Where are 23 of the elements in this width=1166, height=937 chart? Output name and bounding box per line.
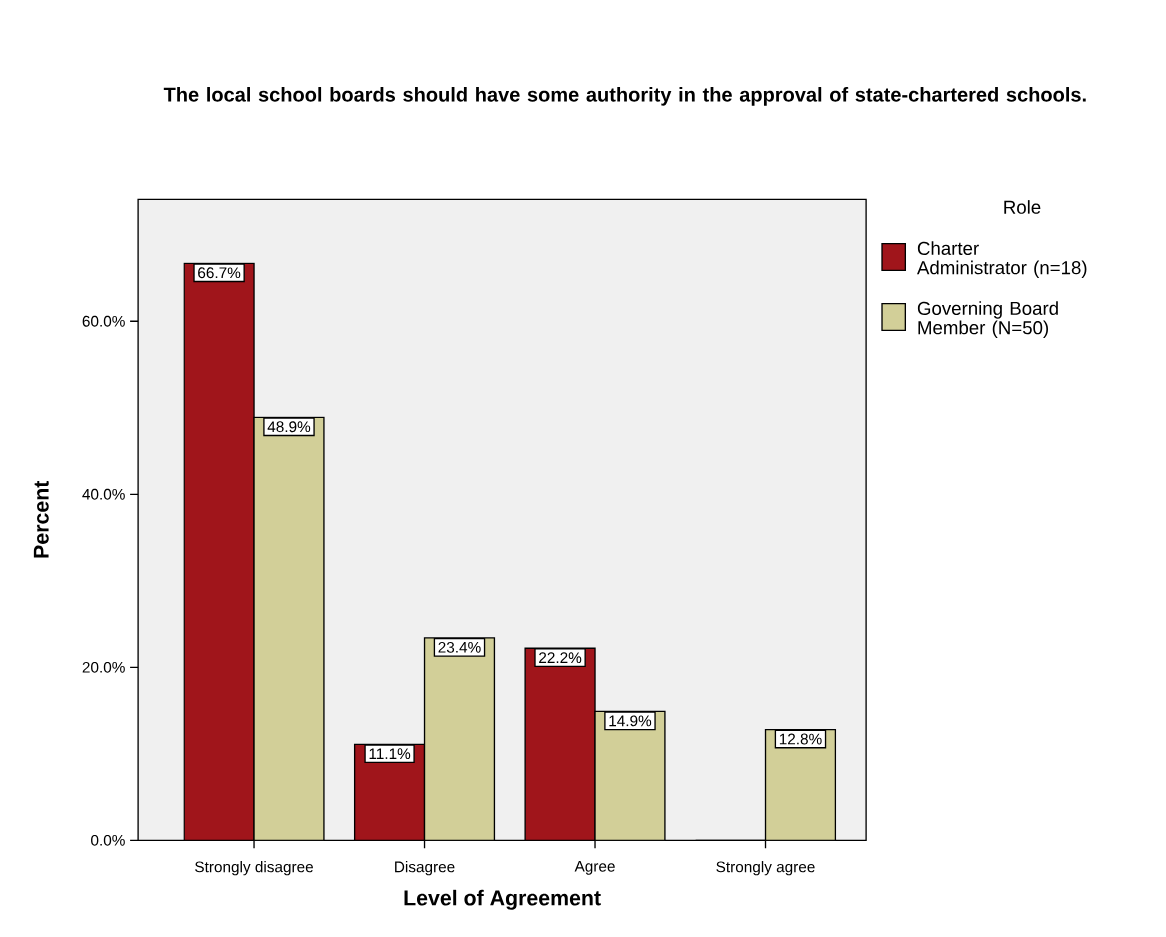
legend-label: Charter Administrator (n=18) [916,241,1087,279]
x-tick-label: Strongly disagree [195,861,313,876]
x-tick-label: Disagree [395,861,455,876]
data-label: 12.8% [779,733,822,745]
chart-title: The local school boards should have some authority in the approval of state-chartered schools. [163,87,1086,106]
data-label: 23.4% [438,641,481,653]
legend-label: Governing Board Member (N=50) [917,301,1058,339]
y-tick-label: 0.0% [91,834,125,846]
y-tick-label: 20.0% [82,661,125,673]
data-label: 22.2% [539,652,582,664]
data-label: 66.7% [198,267,241,279]
y-tick-label: 40.0% [82,488,125,500]
x-axis-title: Level of Agreement [404,889,601,910]
data-label: 14.9% [609,715,652,727]
data-label: 11.1% [369,748,411,760]
x-tick-label: Strongly agree [716,861,815,876]
bar [183,262,255,841]
y-axis-title: Percent [33,480,49,558]
x-tick-label: Agree [574,861,615,875]
bar [524,647,596,841]
y-tick-label: 60.0% [82,315,125,327]
legend-title: Role [1004,200,1041,214]
data-label: 48.9% [267,421,311,433]
